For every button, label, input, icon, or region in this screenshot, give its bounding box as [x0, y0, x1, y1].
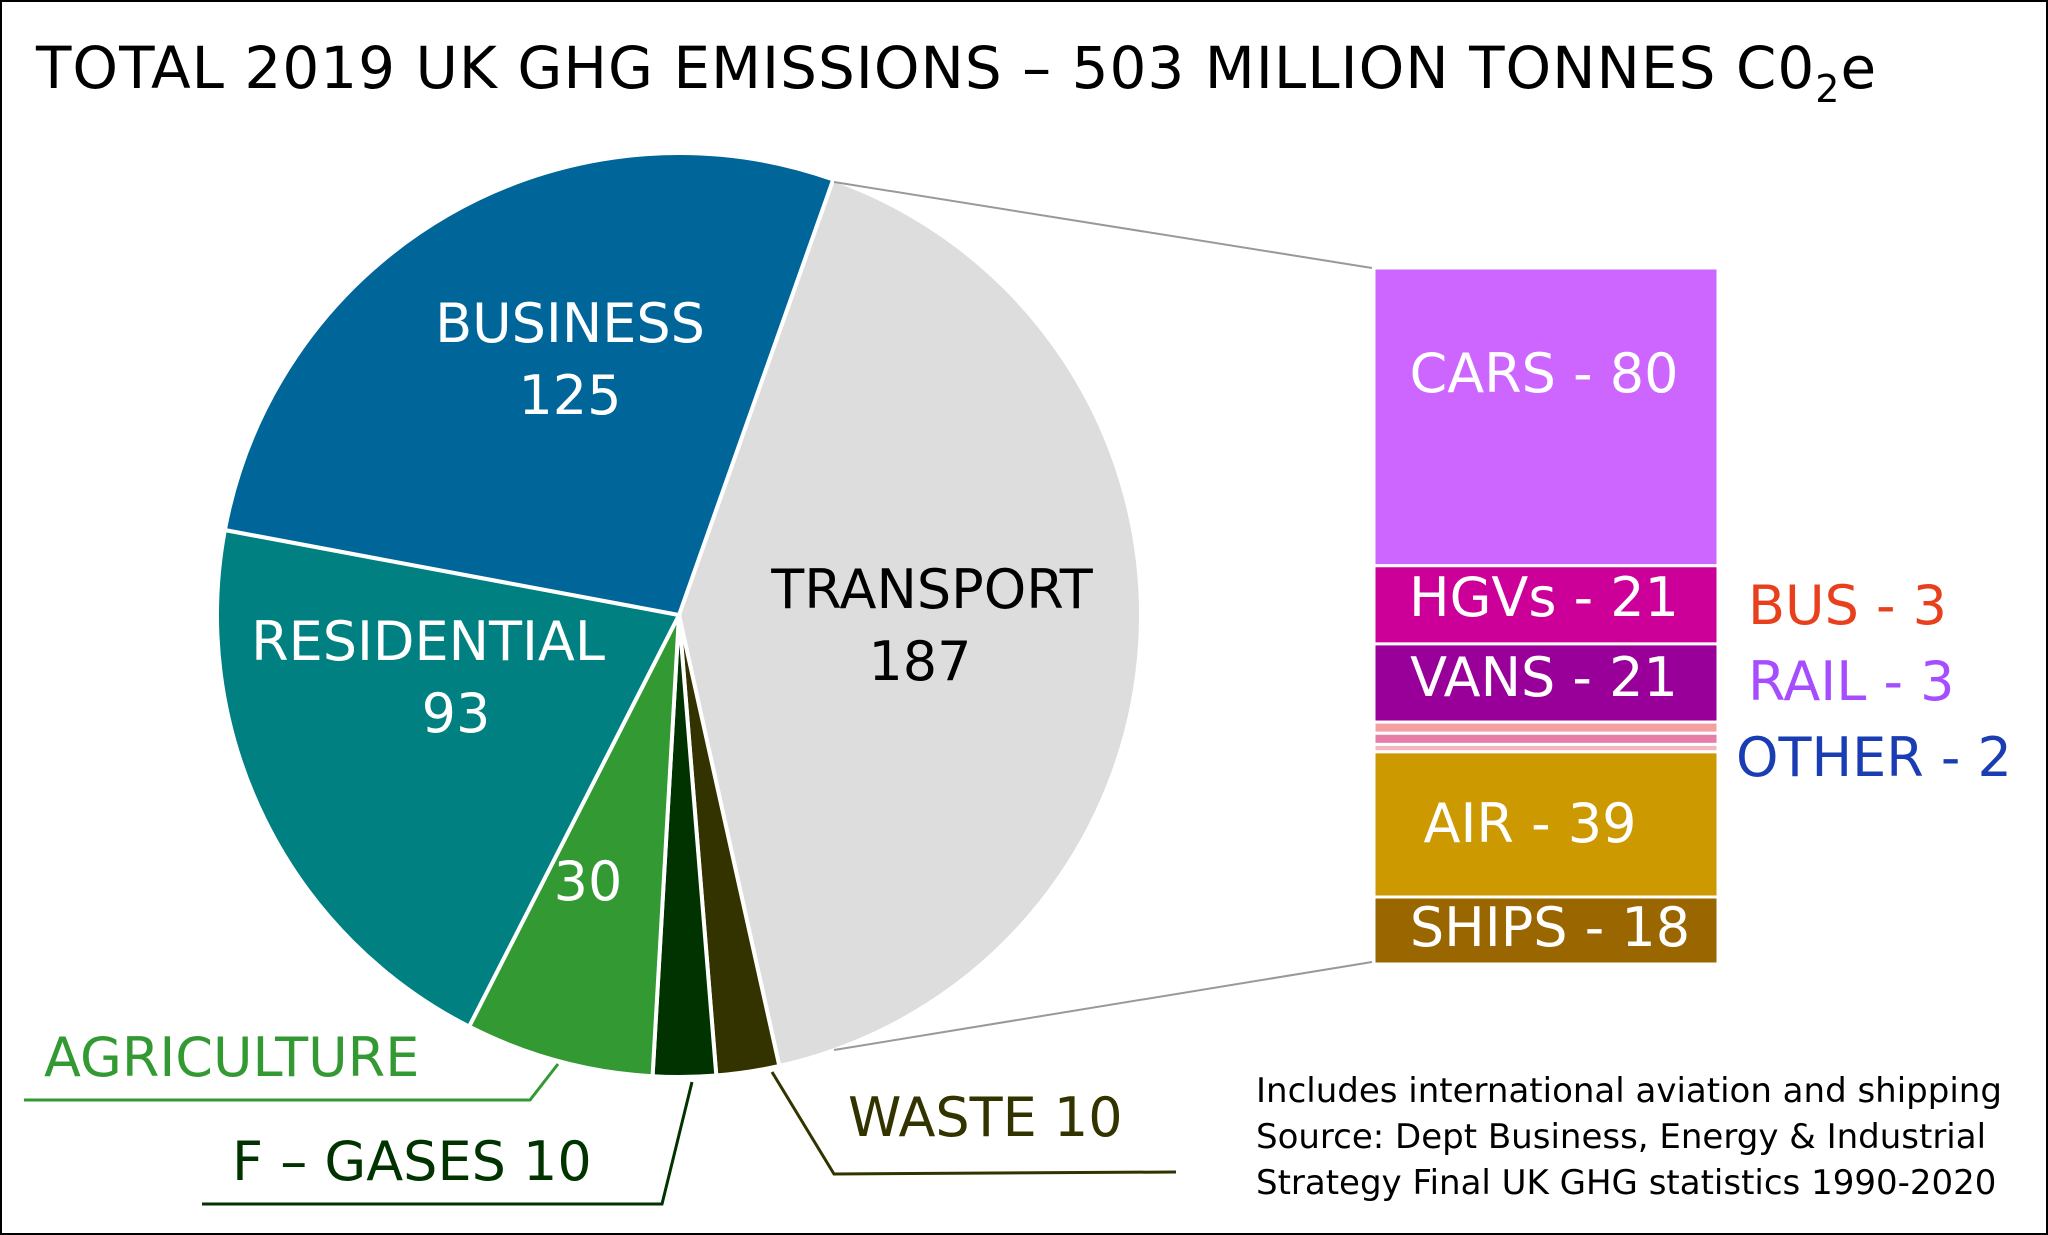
transport-name-label: TRANSPORT [770, 558, 1094, 621]
waste-label: WASTE 10 [848, 1086, 1123, 1149]
transport-value-label: 187 [868, 630, 971, 693]
business-value-label: 125 [518, 364, 621, 427]
pie-slices [215, 151, 1143, 1079]
bar-segment-cars [1372, 266, 1720, 568]
chart-title: TOTAL 2019 UK GHG EMISSIONS – 503 MILLIO… [35, 34, 1877, 111]
transport-breakdown-bar [1372, 266, 1720, 966]
air-label: AIR - 39 [1424, 792, 1637, 855]
agriculture-value-label: 30 [554, 850, 623, 913]
bar-segment-ships [1372, 895, 1720, 966]
fgases-leader-line [202, 1081, 694, 1206]
residential-value-label: 93 [422, 682, 491, 745]
pie-slice-residential [215, 527, 682, 1030]
pie-slice-business [222, 151, 836, 618]
vans-label: VANS - 21 [1410, 646, 1678, 709]
bus-label: BUS - 3 [1748, 574, 1947, 637]
agriculture-leader-line [24, 1063, 560, 1102]
business-name-label: BUSINESS [435, 292, 705, 355]
note-line-1: Includes international aviation and ship… [1256, 1071, 2002, 1111]
cars-label: CARS - 80 [1410, 342, 1679, 405]
note-line-3: Strategy Final UK GHG statistics 1990-20… [1256, 1163, 1996, 1203]
bar-segment-rail [1372, 731, 1720, 746]
connector-line-bottom [833, 961, 1373, 1051]
fgases-label: F – GASES 10 [232, 1130, 592, 1193]
hgvs-label: HGVs - 21 [1409, 566, 1679, 629]
waste-leader-line [770, 1071, 1177, 1176]
pie-slice-agriculture [466, 614, 681, 1079]
residential-name-label: RESIDENTIAL [251, 610, 605, 673]
rail-label: RAIL - 3 [1748, 650, 1954, 713]
connector-line-top [833, 181, 1373, 269]
bar-segment-bus [1372, 720, 1720, 735]
ships-label: SHIPS - 18 [1410, 896, 1690, 959]
pie-slice-transport [676, 176, 1143, 1069]
bar-segment-air [1372, 750, 1720, 899]
note-line-2: Source: Dept Business, Energy & Industri… [1256, 1117, 1986, 1157]
agriculture-name-label: AGRICULTURE [44, 1026, 419, 1089]
other-label: OTHER - 2 [1736, 726, 2012, 789]
